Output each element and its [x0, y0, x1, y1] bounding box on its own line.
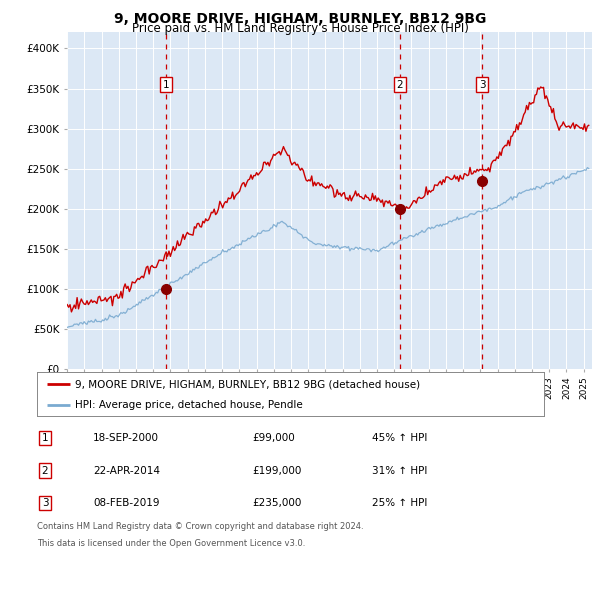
- Text: 1: 1: [41, 433, 49, 443]
- Text: £235,000: £235,000: [252, 498, 301, 508]
- Text: 9, MOORE DRIVE, HIGHAM, BURNLEY, BB12 9BG: 9, MOORE DRIVE, HIGHAM, BURNLEY, BB12 9B…: [114, 12, 486, 26]
- Text: 31% ↑ HPI: 31% ↑ HPI: [372, 466, 427, 476]
- Text: £99,000: £99,000: [252, 433, 295, 443]
- Text: This data is licensed under the Open Government Licence v3.0.: This data is licensed under the Open Gov…: [37, 539, 305, 548]
- Text: 22-APR-2014: 22-APR-2014: [93, 466, 160, 476]
- Text: Contains HM Land Registry data © Crown copyright and database right 2024.: Contains HM Land Registry data © Crown c…: [37, 522, 364, 531]
- Text: 18-SEP-2000: 18-SEP-2000: [93, 433, 159, 443]
- Text: 25% ↑ HPI: 25% ↑ HPI: [372, 498, 427, 508]
- Text: Price paid vs. HM Land Registry's House Price Index (HPI): Price paid vs. HM Land Registry's House …: [131, 22, 469, 35]
- Text: 1: 1: [163, 80, 169, 90]
- Text: 08-FEB-2019: 08-FEB-2019: [93, 498, 160, 508]
- Text: 3: 3: [41, 498, 49, 508]
- Text: 45% ↑ HPI: 45% ↑ HPI: [372, 433, 427, 443]
- Text: 9, MOORE DRIVE, HIGHAM, BURNLEY, BB12 9BG (detached house): 9, MOORE DRIVE, HIGHAM, BURNLEY, BB12 9B…: [75, 379, 421, 389]
- Text: 3: 3: [479, 80, 485, 90]
- Text: HPI: Average price, detached house, Pendle: HPI: Average price, detached house, Pend…: [75, 400, 303, 410]
- Text: 2: 2: [396, 80, 403, 90]
- Text: £199,000: £199,000: [252, 466, 301, 476]
- Text: 2: 2: [41, 466, 49, 476]
